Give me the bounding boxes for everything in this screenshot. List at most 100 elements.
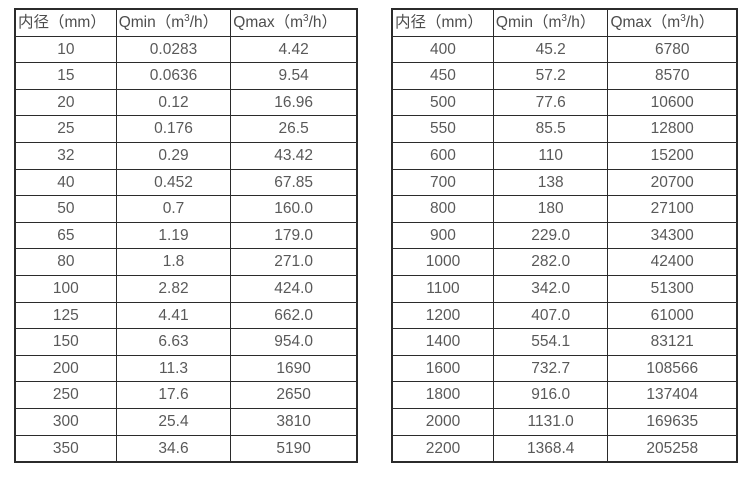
qmax-cell: 67.85 xyxy=(230,168,358,197)
table-row: 2000 1131.0 169635 xyxy=(391,407,738,436)
qmax-cell: 51300 xyxy=(607,274,738,303)
diameter-cell: 1400 xyxy=(391,328,494,356)
diameter-cell: 1100 xyxy=(391,274,494,303)
qmin-cell: 11.3 xyxy=(115,354,232,383)
qmin-cell: 0.176 xyxy=(115,115,232,143)
qmin-cell: 282.0 xyxy=(492,248,609,276)
table-row: 1400 554.1 83121 xyxy=(391,328,738,356)
diameter-cell: 1000 xyxy=(391,248,494,276)
diameter-cell: 450 xyxy=(391,62,494,90)
qmax-cell: 4.42 xyxy=(230,35,358,64)
diameter-cell: 25 xyxy=(14,115,117,143)
qmin-cell: 2.82 xyxy=(115,274,232,303)
table-row: 125 4.41 662.0 xyxy=(14,301,358,330)
table-row: 300 25.4 3810 xyxy=(14,407,358,436)
diameter-cell: 15 xyxy=(14,62,117,90)
diameter-cell: 200 xyxy=(14,354,117,383)
qmin-cell: 4.41 xyxy=(115,301,232,330)
flow-table-large-diameters: 内径（mm） Qmin（m3/h） Qmax（m3/h） 400 45.2 6780 45… xyxy=(391,8,738,464)
qmax-cell: 12800 xyxy=(607,115,738,143)
diameter-cell: 1200 xyxy=(391,301,494,330)
qmin-cell: 85.5 xyxy=(492,115,609,143)
qmin-cell: 57.2 xyxy=(492,62,609,90)
qmax-cell: 179.0 xyxy=(230,221,358,250)
qmin-cell: 916.0 xyxy=(492,381,609,409)
diameter-cell: 800 xyxy=(391,195,494,223)
diameter-cell: 80 xyxy=(14,248,117,276)
table-row: 350 34.6 5190 xyxy=(14,434,358,463)
qmax-cell: 27100 xyxy=(607,195,738,223)
table-row: 250 17.6 2650 xyxy=(14,381,358,409)
table-row: 2200 1368.4 205258 xyxy=(391,434,738,463)
qmin-cell: 407.0 xyxy=(492,301,609,330)
table-row: 500 77.6 10600 xyxy=(391,88,738,117)
qmin-cell: 180 xyxy=(492,195,609,223)
table-row: 1000 282.0 42400 xyxy=(391,248,738,276)
flow-rate-tables: 内径（mm） Qmin（m3/h） Qmax（m3/h） 10 0.0283 4.42 1… xyxy=(14,8,738,464)
header-row: 内径（mm） Qmin（m3/h） Qmax（m3/h） xyxy=(14,8,358,37)
qmax-cell: 205258 xyxy=(607,434,738,463)
qmin-cell: 1.19 xyxy=(115,221,232,250)
qmax-cell: 6780 xyxy=(607,35,738,64)
table-row: 1600 732.7 108566 xyxy=(391,354,738,383)
diameter-cell: 10 xyxy=(14,35,117,64)
diameter-cell: 125 xyxy=(14,301,117,330)
qmin-cell: 0.7 xyxy=(115,195,232,223)
qmax-cell: 424.0 xyxy=(230,274,358,303)
qmax-cell: 83121 xyxy=(607,328,738,356)
column-header-qmax: Qmax（m3/h） xyxy=(607,8,738,37)
qmax-cell: 10600 xyxy=(607,88,738,117)
qmax-cell: 954.0 xyxy=(230,328,358,356)
qmax-cell: 108566 xyxy=(607,354,738,383)
qmin-cell: 0.29 xyxy=(115,141,232,170)
diameter-cell: 700 xyxy=(391,168,494,197)
column-header-diameter: 内径（mm） xyxy=(14,8,117,37)
table-row: 450 57.2 8570 xyxy=(391,62,738,90)
column-header-qmin: Qmin（m3/h） xyxy=(115,8,232,37)
qmax-cell: 16.96 xyxy=(230,88,358,117)
qmax-cell: 2650 xyxy=(230,381,358,409)
table-row: 40 0.452 67.85 xyxy=(14,168,358,197)
table-row: 100 2.82 424.0 xyxy=(14,274,358,303)
qmin-cell: 1131.0 xyxy=(492,407,609,436)
diameter-cell: 300 xyxy=(14,407,117,436)
column-header-qmax: Qmax（m3/h） xyxy=(230,8,358,37)
qmin-cell: 110 xyxy=(492,141,609,170)
qmax-cell: 662.0 xyxy=(230,301,358,330)
diameter-cell: 250 xyxy=(14,381,117,409)
column-header-qmin: Qmin（m3/h） xyxy=(492,8,609,37)
table-row: 900 229.0 34300 xyxy=(391,221,738,250)
diameter-cell: 40 xyxy=(14,168,117,197)
table-row: 150 6.63 954.0 xyxy=(14,328,358,356)
diameter-cell: 350 xyxy=(14,434,117,463)
table-row: 600 110 15200 xyxy=(391,141,738,170)
table-row: 1100 342.0 51300 xyxy=(391,274,738,303)
qmax-cell: 271.0 xyxy=(230,248,358,276)
table-row: 700 138 20700 xyxy=(391,168,738,197)
header-row: 内径（mm） Qmin（m3/h） Qmax（m3/h） xyxy=(391,8,738,37)
qmax-cell: 20700 xyxy=(607,168,738,197)
diameter-cell: 1600 xyxy=(391,354,494,383)
diameter-cell: 50 xyxy=(14,195,117,223)
diameter-cell: 2000 xyxy=(391,407,494,436)
qmin-cell: 0.0636 xyxy=(115,62,232,90)
qmin-cell: 34.6 xyxy=(115,434,232,463)
qmax-cell: 137404 xyxy=(607,381,738,409)
table-row: 25 0.176 26.5 xyxy=(14,115,358,143)
table-row: 15 0.0636 9.54 xyxy=(14,62,358,90)
diameter-cell: 100 xyxy=(14,274,117,303)
table-row: 1800 916.0 137404 xyxy=(391,381,738,409)
qmax-cell: 26.5 xyxy=(230,115,358,143)
table-row: 400 45.2 6780 xyxy=(391,35,738,64)
qmax-cell: 43.42 xyxy=(230,141,358,170)
qmax-cell: 61000 xyxy=(607,301,738,330)
column-header-diameter: 内径（mm） xyxy=(391,8,494,37)
table-row: 65 1.19 179.0 xyxy=(14,221,358,250)
qmax-cell: 15200 xyxy=(607,141,738,170)
qmin-cell: 17.6 xyxy=(115,381,232,409)
qmax-cell: 8570 xyxy=(607,62,738,90)
diameter-cell: 32 xyxy=(14,141,117,170)
qmin-cell: 0.452 xyxy=(115,168,232,197)
table-row: 200 11.3 1690 xyxy=(14,354,358,383)
table-row: 1200 407.0 61000 xyxy=(391,301,738,330)
